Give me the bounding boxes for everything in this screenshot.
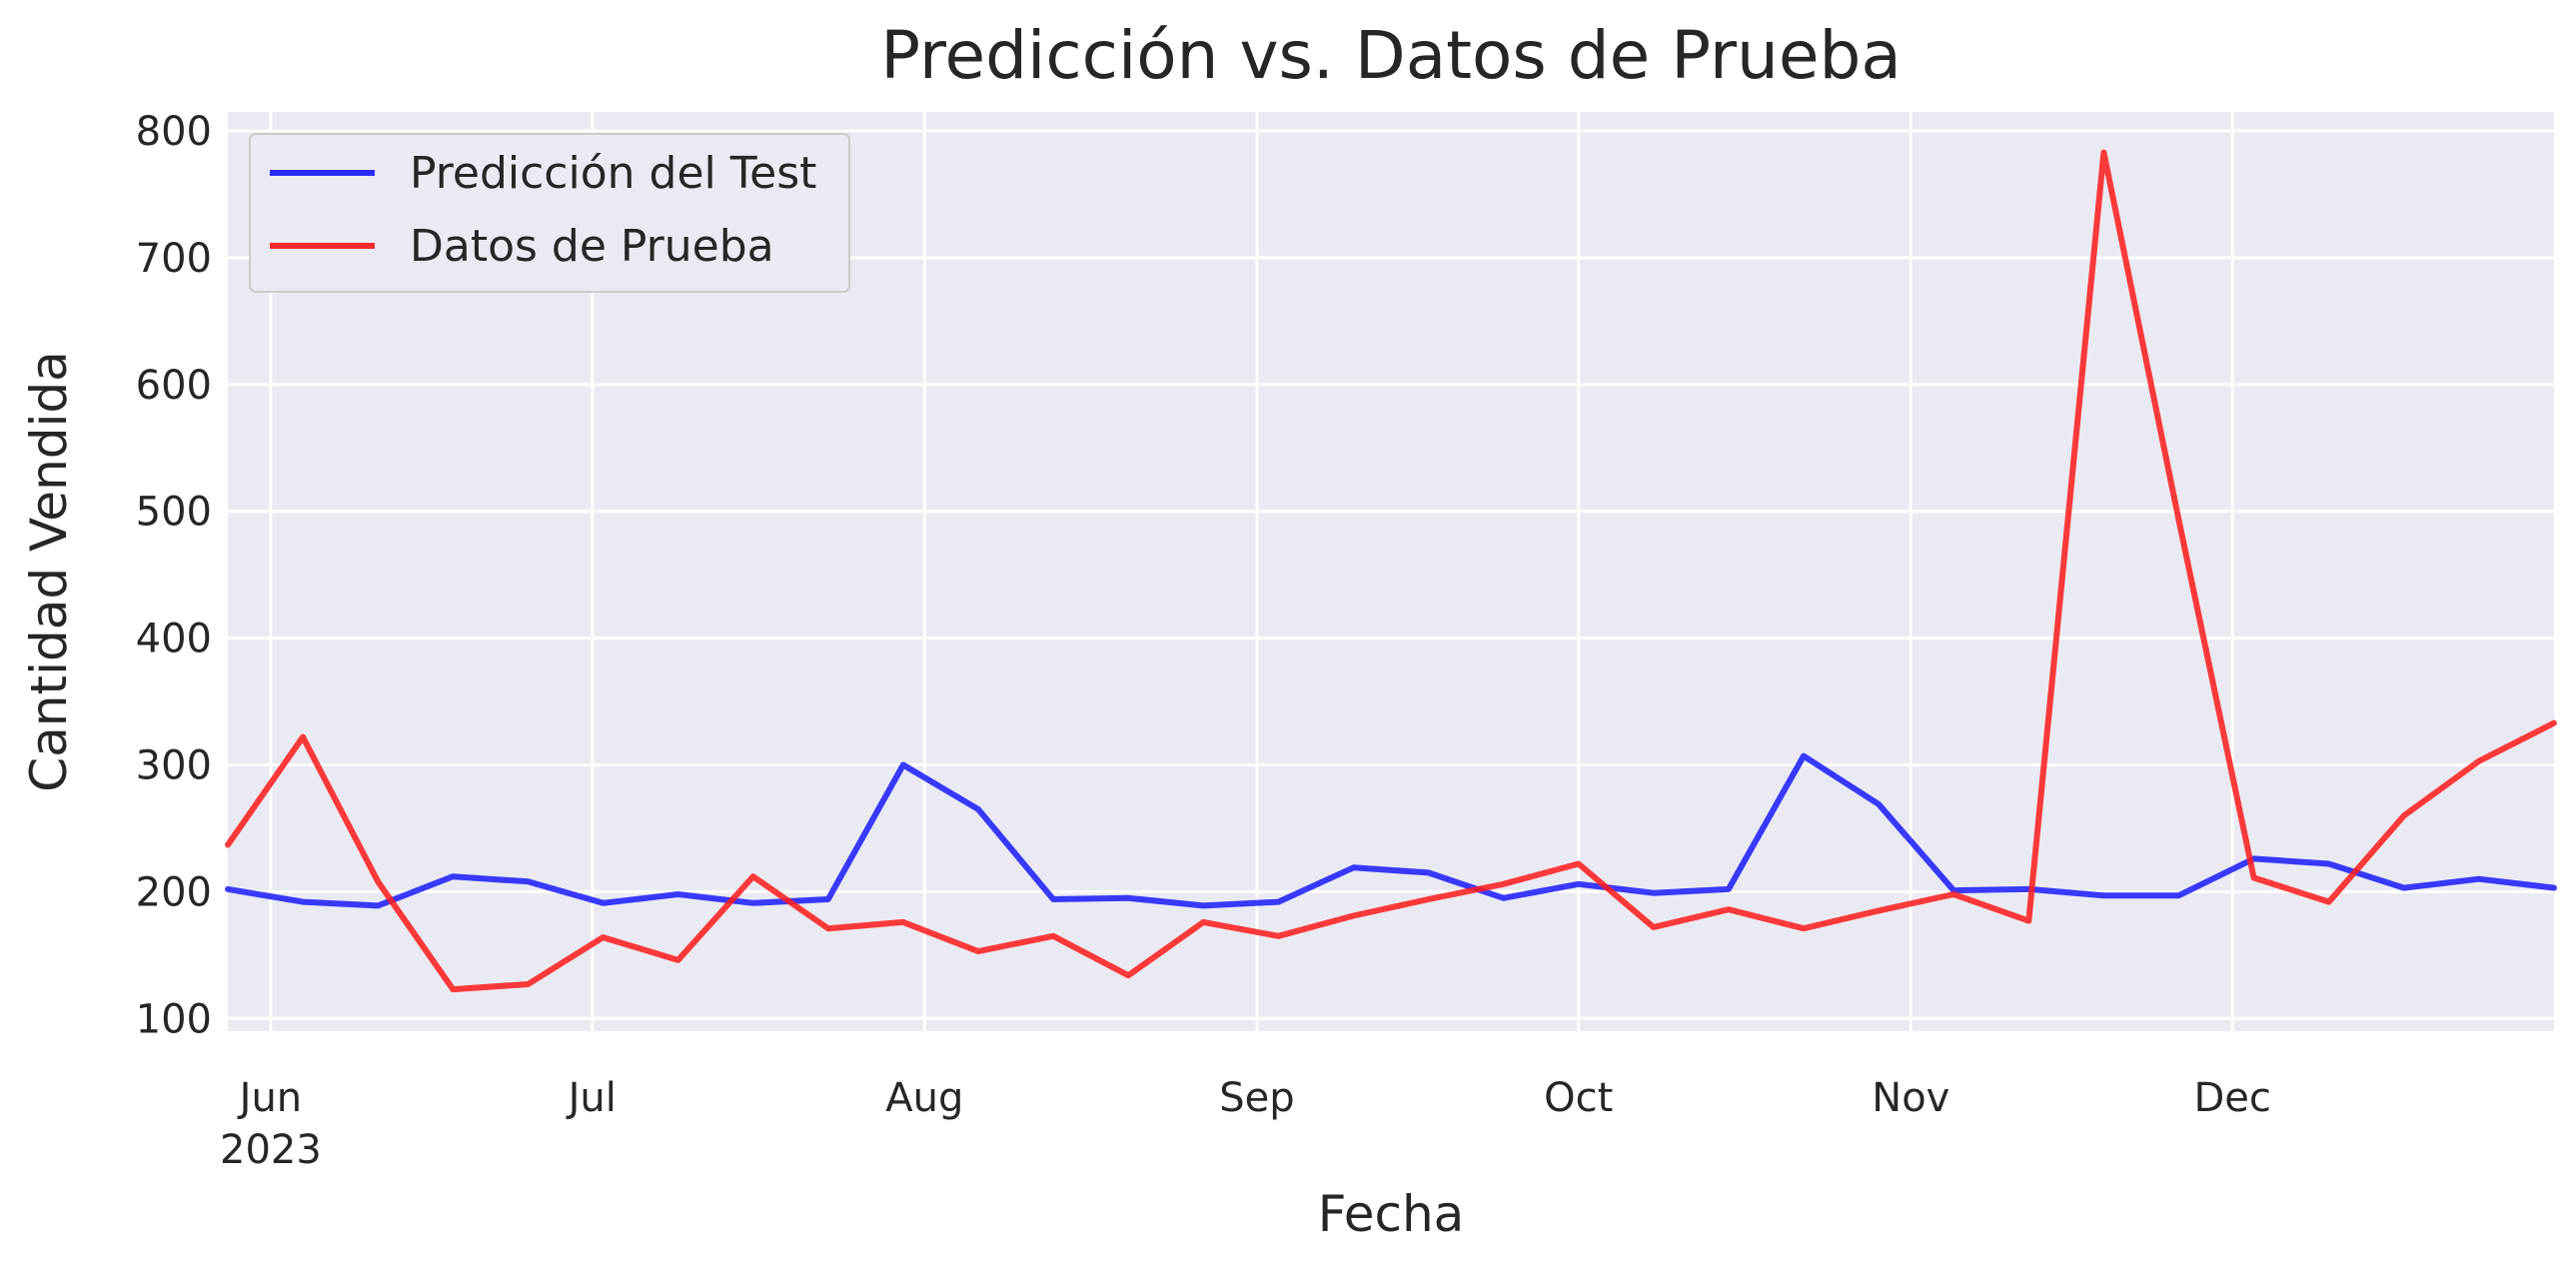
y-tick-label-200: 200: [136, 869, 212, 915]
x-tick-label-nov: Nov: [1872, 1075, 1949, 1121]
chart-title: Predicción vs. Datos de Prueba: [880, 17, 1902, 94]
x-tick-label-sep: Sep: [1219, 1075, 1294, 1121]
x-tick-label-aug: Aug: [885, 1075, 963, 1121]
y-tick-label-400: 400: [136, 617, 212, 662]
legend-label-prediccion: Predicción del Test: [410, 148, 816, 199]
y-tick-label-300: 300: [136, 743, 212, 789]
y-tick-label-800: 800: [136, 109, 212, 155]
y-tick-label-500: 500: [136, 490, 212, 536]
legend: Predicción del Test Datos de Prueba: [249, 133, 850, 293]
series-line-datos-de-prueba: [225, 149, 2557, 993]
x-tick-label-oct: Oct: [1544, 1075, 1613, 1121]
series-lines: [225, 149, 2557, 993]
x-axis-label: Fecha: [1318, 1185, 1465, 1243]
legend-box: [249, 133, 850, 293]
y-tick-label-700: 700: [136, 236, 212, 282]
legend-label-datos: Datos de Prueba: [410, 221, 774, 272]
axis-ticks: 100 200 300 400 500 600 700 800 Jun 2023 Jul Aug Sep…: [136, 109, 2271, 1173]
series-line-prediccion-del-test: [225, 752, 2557, 909]
y-tick-label-100: 100: [136, 996, 212, 1042]
y-tick-label-600: 600: [136, 363, 212, 409]
x-tick-sublabel-jun: 2023: [220, 1127, 322, 1173]
y-axis-label: Cantidad Vendida: [20, 351, 78, 792]
x-tick-label-jun: Jun: [237, 1075, 303, 1121]
x-tick-label-jul: Jul: [566, 1075, 617, 1121]
x-tick-label-dec: Dec: [2193, 1075, 2270, 1121]
